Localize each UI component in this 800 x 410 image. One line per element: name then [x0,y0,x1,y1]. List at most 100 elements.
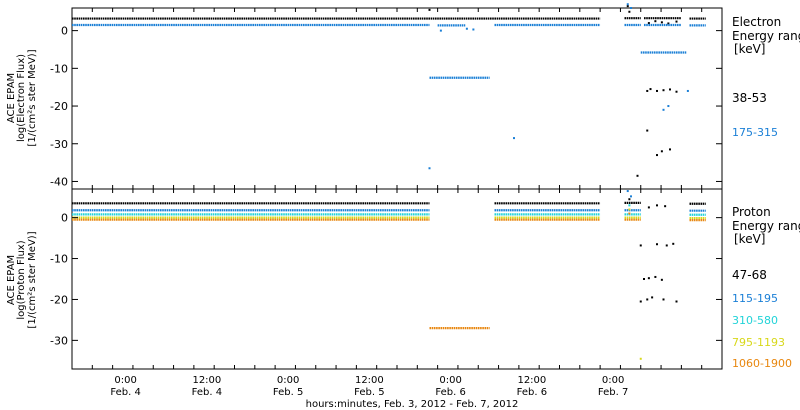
electron-ylabel-line-2: log(Electron Flux) [16,54,27,142]
proton-ylabel-line-1: ACE EPAM [6,255,17,305]
proton-point-47-68-15 [665,244,668,247]
electron-point-38-53-6 [667,22,670,25]
x-tick-date-1: Feb. 4 [192,387,222,398]
proton-point-47-68-5 [646,298,649,301]
electron-point-38-53-13 [646,89,649,92]
electron-point-38-53-14 [649,88,652,91]
electron-point-38-53-0 [428,8,431,11]
proton-legend-795-1193: 795-1193 [732,336,785,349]
proton-ytick-label--30: -30 [50,334,68,347]
electron-ytick-label-0: 0 [61,25,68,38]
x-tick-date-5: Feb. 6 [517,387,547,398]
x-tick-date-2: Feb. 5 [273,387,303,398]
proton-legend-47-68: 47-68 [732,268,767,282]
electron-point-38-53-2 [628,10,631,13]
proton-ytick-label-0: 0 [61,212,68,225]
proton-point-795-1193-0 [628,208,631,211]
proton-legend-unit: [keV] [734,232,765,246]
x-axis-label: hours:minutes, Feb. 3, 2012 - Feb. 7, 20… [306,399,519,410]
electron-legend-38-53: 38-53 [732,91,767,105]
electron-legend-energy-range: Energy range [732,29,800,43]
electron-point-38-53-7 [675,20,678,23]
x-tick-time-5: 12:00 [517,375,546,386]
proton-point-47-68-11 [654,275,657,278]
electron-point-175-315-8 [667,105,670,108]
electron-point-38-53-4 [654,20,657,23]
proton-panel: 0 -10 -20 -30 ACE EPAM log(Proton Flux) [1/… [6,188,800,370]
proton-point-1060-1900-0 [628,212,631,215]
proton-point-47-68-13 [639,244,642,247]
electron-ytick-label--40: -40 [50,175,68,188]
proton-point-47-68-4 [639,300,642,303]
proton-ytick-label--20: -20 [50,293,68,306]
proton-point-310-580-0 [628,204,631,207]
x-tick-time-4: 0:00 [439,375,461,386]
electron-point-38-53-9 [646,129,649,132]
proton-series-1060-1900 [72,212,706,330]
electron-point-38-53-11 [660,150,663,153]
electron-ytick-label--10: -10 [50,62,68,75]
electron-point-38-53-1 [626,5,629,8]
proton-point-47-68-16 [672,242,675,245]
proton-series-115-195 [72,190,706,212]
proton-y-axis-label: ACE EPAM log(Proton Flux) [1/(cm²s ster … [6,231,38,328]
electron-x-ticks [71,8,723,189]
proton-series-795-1193 [72,208,706,360]
proton-legend-115-195: 115-195 [732,292,778,305]
proton-legend: Proton Energy range [keV] 47-68 115-195 … [732,205,800,370]
proton-legend-1060-1900: 1060-1900 [732,357,792,370]
electron-panel: 0 -10 -20 -30 -40 ACE EPAM log(Electron Flux… [6,3,800,190]
electron-point-175-315-0 [428,167,431,170]
proton-legend-310-580: 310-580 [732,314,778,327]
proton-series-47-68 [72,198,706,303]
electron-point-38-53-18 [675,90,678,93]
proton-point-47-68-6 [651,296,654,299]
proton-ylabel-line-3: [1/(cm²s ster MeV)] [27,231,38,328]
proton-series-310-580 [72,204,706,216]
x-tick-time-2: 0:00 [277,375,299,386]
electron-y-ticks: 0 -10 -20 -30 -40 [50,25,722,188]
proton-point-47-68-2 [656,204,658,207]
electron-point-38-53-10 [656,154,658,157]
electron-ylabel-line-3: [1/(cm²s ster MeV)] [27,49,38,146]
electron-point-175-315-4 [472,28,475,31]
electron-point-38-53-12 [669,148,671,151]
x-tick-time-3: 12:00 [355,375,384,386]
proton-plot-area: 0 -10 -20 -30 [50,188,723,370]
proton-point-47-68-14 [656,243,658,246]
electron-ylabel-line-1: ACE EPAM [6,73,17,123]
x-tick-date-3: Feb. 5 [354,387,384,398]
electron-series-38-53 [72,5,706,177]
proton-x-ticks [71,189,723,369]
electron-y-axis-label: ACE EPAM log(Electron Flux) [1/(cm²s ste… [6,49,38,146]
electron-plot-area: 0 -10 -20 -30 -40 [50,3,723,190]
x-tick-date-6: Feb. 7 [598,387,628,398]
electron-legend: Electron Energy range [keV] 38-53 175-31… [732,15,800,139]
proton-y-ticks: 0 -10 -20 -30 [50,212,722,347]
electron-point-38-53-16 [662,89,665,92]
electron-point-38-53-8 [636,174,639,177]
proton-point-47-68-8 [675,300,678,303]
electron-point-175-315-7 [662,108,665,111]
electron-series-175-315 [72,3,706,170]
electron-legend-175-315: 175-315 [732,126,778,139]
proton-legend-title: Proton [732,205,771,219]
electron-point-38-53-5 [660,21,663,24]
proton-legend-energy-range: Energy range [732,219,800,233]
proton-point-47-68-10 [647,277,650,280]
electron-point-175-315-3 [465,27,468,30]
proton-point-115-195-0 [626,190,629,193]
electron-legend-title: Electron [732,15,781,29]
proton-point-47-68-7 [662,298,665,301]
proton-point-47-68-9 [643,278,645,280]
electron-data-marks [72,3,706,177]
electron-point-175-315-6 [630,7,632,9]
proton-point-795-1193-1 [639,357,642,360]
electron-point-38-53-15 [656,89,658,92]
electron-point-175-315-2 [439,29,442,32]
electron-point-38-53-3 [647,22,650,25]
proton-point-47-68-3 [664,205,667,208]
proton-point-47-68-0 [628,198,631,201]
